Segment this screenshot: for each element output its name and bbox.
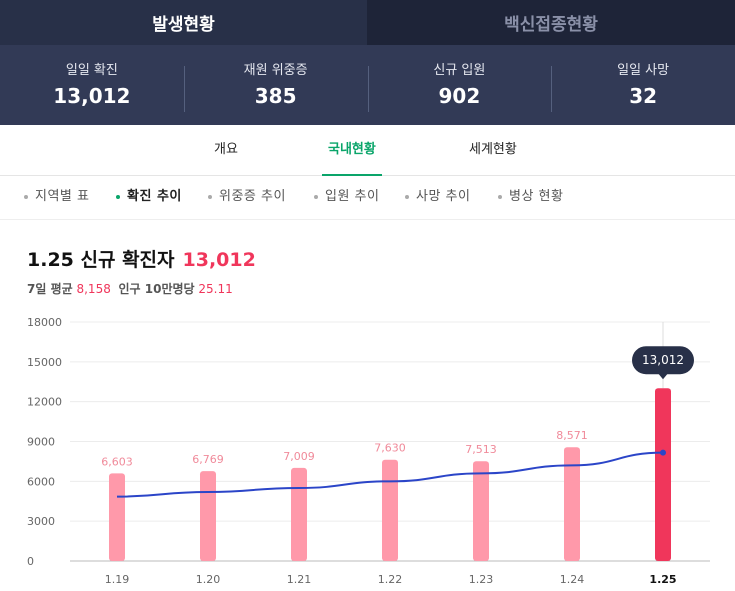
data-label: 7,009 (283, 450, 315, 463)
avg-value: 8,158 (76, 282, 111, 296)
subnav-domestic[interactable]: 국내현황 (322, 125, 382, 176)
bullet-icon (208, 194, 212, 199)
y-tick-label: 18000 (27, 316, 62, 329)
callout-label: 13,012 (642, 353, 684, 367)
x-tick-label: 1.25 (649, 573, 676, 586)
bar (109, 473, 125, 561)
subnav-global[interactable]: 세계현황 (469, 142, 517, 157)
tab-vaccination-status[interactable]: 백신접종현황 (367, 0, 735, 45)
bar (473, 461, 489, 561)
bar (382, 459, 398, 561)
y-tick-label: 6000 (27, 475, 55, 488)
average-line (116, 451, 664, 498)
filter-label: 확진 추이 (127, 189, 182, 204)
x-tick-label: 1.23 (469, 573, 494, 586)
x-tick-label: 1.24 (560, 573, 585, 586)
stat-label: 일일 확진 (65, 63, 118, 78)
headline-value: 13,012 (182, 249, 256, 271)
subnav-overview[interactable]: 개요 (214, 142, 238, 157)
x-tick-label: 1.19 (105, 573, 130, 586)
chart-headline: 1.25 신규 확진자 13,012 (27, 245, 256, 272)
main-tabs: 발생현황 백신접종현황 (0, 0, 735, 45)
filter-admission-trend[interactable]: 입원 추이 (314, 176, 379, 220)
y-tick-label: 12000 (27, 396, 62, 409)
stat-daily-deaths: 일일 사망 32 (551, 62, 735, 112)
bullet-icon (314, 194, 318, 199)
data-label: 8,571 (556, 429, 588, 442)
x-tick-label: 1.22 (378, 573, 403, 586)
stat-label: 일일 사망 (617, 63, 670, 78)
status-header: 발생현황 백신접종현황 일일 확진 13,012 재원 위중증 385 신규 입… (0, 0, 735, 125)
stats-summary: 일일 확진 13,012 재원 위중증 385 신규 입원 902 일일 사망 … (0, 45, 735, 125)
bar (291, 467, 307, 561)
x-tick-label: 1.20 (196, 573, 221, 586)
confirmed-cases-chart: 0 3000 6000 9000 12000 15000 18000 6,603 1.19 6,7… (27, 316, 710, 586)
stat-critical: 재원 위중증 385 (183, 62, 368, 112)
bullet-icon (498, 194, 502, 199)
chart-subline: 7일 평균 8,158 인구 10만명당 25.11 (27, 280, 233, 297)
stat-new-admissions: 신규 입원 902 (367, 62, 552, 112)
y-tick-label: 9000 (27, 436, 55, 449)
x-tick-label: 1.21 (287, 573, 312, 586)
filter-critical-trend[interactable]: 위중증 추이 (208, 176, 286, 220)
bullet-icon (405, 194, 409, 199)
filter-bed-status[interactable]: 병상 현황 (498, 176, 563, 220)
stat-value: 32 (629, 84, 658, 108)
bar (200, 471, 216, 561)
stat-value: 902 (438, 84, 481, 108)
filter-label: 사망 추이 (416, 189, 471, 204)
value-callout (632, 346, 694, 375)
stat-label: 신규 입원 (433, 63, 486, 78)
bar (564, 447, 580, 561)
filter-regional-table[interactable]: 지역별 표 (24, 176, 89, 220)
pop-label: 인구 10만명당 (118, 282, 195, 296)
data-label: 6,769 (192, 453, 224, 466)
filter-label: 지역별 표 (35, 189, 90, 204)
data-label: 7,630 (374, 442, 406, 455)
filter-label: 입원 추이 (325, 189, 380, 204)
data-label: 7,513 (465, 443, 497, 456)
filter-bar: 지역별 표 확진 추이 위중증 추이 입원 추이 사망 추이 병상 현황 (0, 176, 735, 220)
stat-value: 13,012 (53, 84, 131, 108)
pop-value: 25.11 (198, 282, 233, 296)
tab-outbreak-status[interactable]: 발생현황 (0, 0, 367, 45)
filter-death-trend[interactable]: 사망 추이 (405, 176, 470, 220)
bullet-icon (116, 194, 120, 199)
bar (655, 388, 671, 561)
y-tick-label: 0 (27, 555, 34, 568)
headline-title: 1.25 신규 확진자 (27, 249, 175, 271)
filter-label: 병상 현황 (509, 189, 564, 204)
avg-label: 7일 평균 (27, 282, 73, 296)
stat-daily-confirmed: 일일 확진 13,012 (0, 62, 184, 108)
data-label: 6,603 (101, 455, 133, 468)
callout-pointer (658, 373, 668, 380)
sub-navigation: 개요 국내현황 세계현황 (0, 125, 735, 176)
filter-label: 위중증 추이 (219, 189, 286, 204)
filter-confirmed-trend[interactable]: 확진 추이 (116, 176, 182, 220)
stat-label: 재원 위중증 (243, 63, 308, 78)
y-tick-label: 3000 (27, 515, 55, 528)
bullet-icon (24, 194, 28, 199)
stat-value: 385 (254, 84, 297, 108)
average-point (660, 449, 666, 456)
y-tick-label: 15000 (27, 356, 62, 369)
